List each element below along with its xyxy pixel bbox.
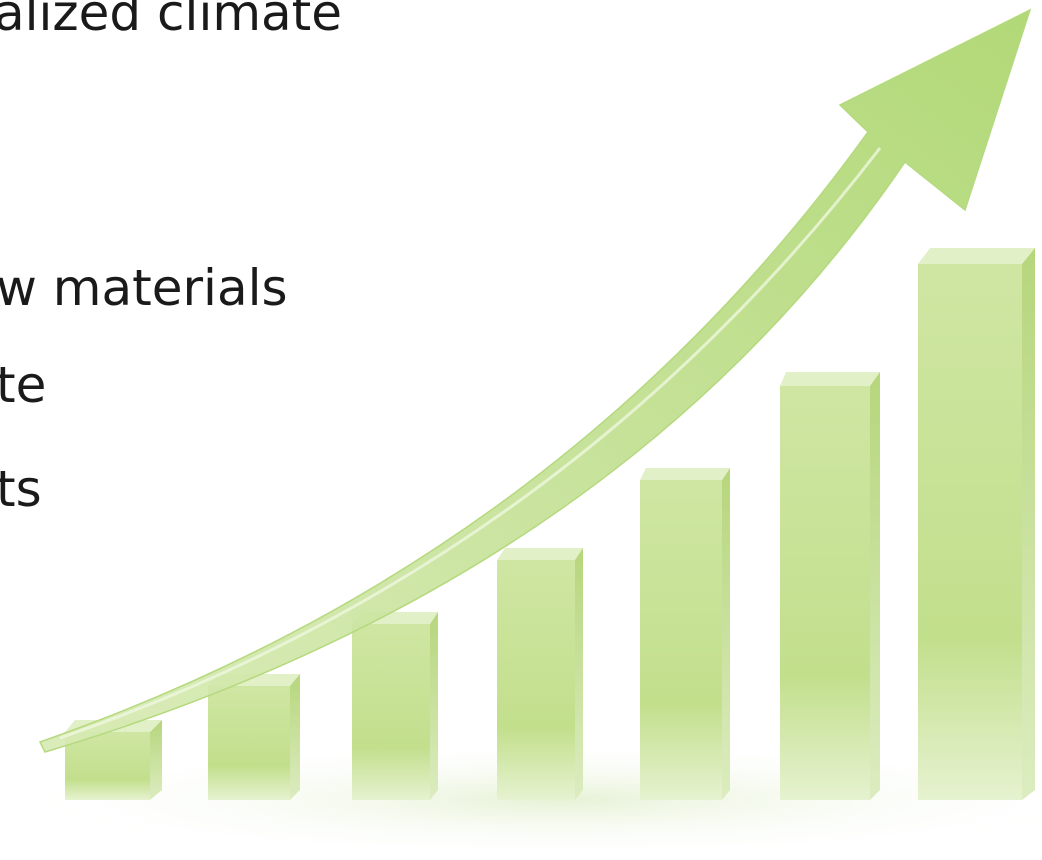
text-line: w materials <box>0 259 288 317</box>
text-line: ts <box>0 460 42 518</box>
bar <box>352 612 438 800</box>
bar <box>918 248 1035 800</box>
text-lines: alized climate w materials te ts <box>0 0 342 518</box>
bar <box>65 720 162 800</box>
bar <box>640 468 730 800</box>
bar <box>780 372 880 800</box>
arrow-highlight <box>59 147 882 740</box>
text-line: te <box>0 356 46 414</box>
bar <box>208 674 300 800</box>
text-line: alized climate <box>0 0 342 42</box>
bar <box>497 548 583 800</box>
growth-arrow <box>38 8 1032 753</box>
bars <box>65 248 1035 800</box>
